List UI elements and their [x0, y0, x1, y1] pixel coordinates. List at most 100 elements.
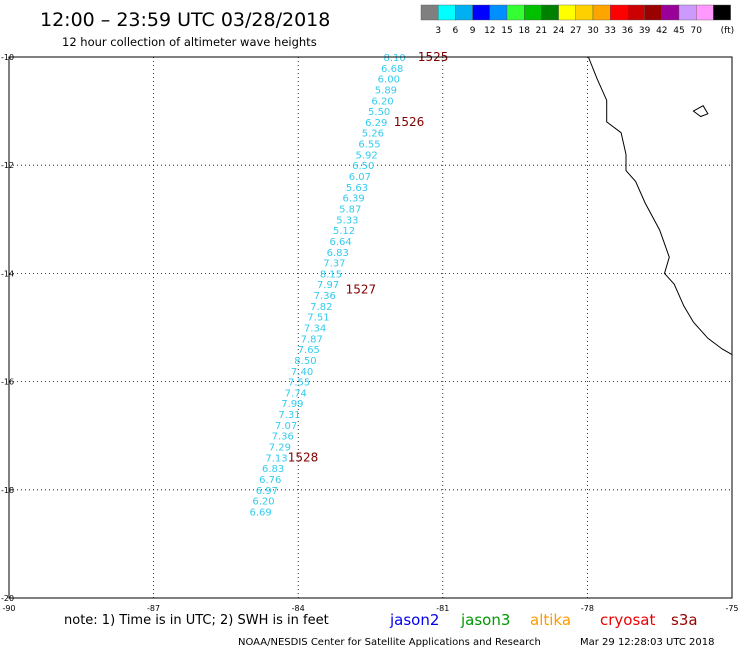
map-grid: [9, 57, 732, 598]
colorbar-swatch: [558, 4, 576, 21]
wave-height-value: 6.29: [365, 118, 387, 129]
satellite-s3a: s3a: [671, 611, 698, 629]
wave-height-value: 6.64: [329, 237, 351, 248]
colorbar-swatch: [610, 4, 628, 21]
satellite-cryosat: cryosat: [600, 611, 655, 629]
footer-timestamp: Mar 29 12:28:03 UTC 2018: [580, 637, 715, 648]
colorbar-label: 24: [553, 26, 565, 36]
wave-height-value: 7.99: [281, 399, 303, 410]
colorbar-swatch: [524, 4, 542, 21]
colorbar-label: 39: [639, 26, 651, 36]
wave-height-value: 6.83: [327, 248, 349, 259]
wave-height-value: 7.40: [291, 367, 313, 378]
wave-height-value: 7.36: [272, 432, 294, 443]
colorbar-unit: (ft): [721, 26, 735, 36]
wave-height-value: 6.39: [342, 194, 364, 205]
map-frame: [8, 56, 733, 599]
colorbar-legend: 3 6 9 12 15 18 21 24 27 30 33 36 39 42 45 70 (ft): [420, 4, 735, 36]
wave-height-value: 6.68: [381, 64, 403, 75]
wave-height-value: 7.29: [269, 443, 291, 454]
wave-height-value: 6.83: [262, 464, 284, 475]
wave-height-value: 7.36: [314, 291, 336, 302]
colorbar-swatch: [696, 4, 714, 21]
colorbar-label: 15: [501, 26, 512, 36]
satellite-jason3: jason3: [460, 611, 510, 629]
lon-tick-label: -81: [436, 604, 449, 613]
colorbar-label: 21: [536, 26, 547, 36]
wave-height-value: 6.55: [358, 140, 380, 151]
axis-tick-labels: -90 -87 -84 -81 -78 -75 -10 -12 -14 -16 -18 -20: [1, 53, 739, 613]
colorbar-label: 27: [570, 26, 581, 36]
wave-height-value: 6.76: [259, 475, 281, 486]
lon-tick-label: -84: [292, 604, 305, 613]
colorbar-label: 12: [484, 26, 495, 36]
colorbar-swatch: [420, 4, 439, 21]
lat-tick-label: -18: [1, 486, 14, 495]
satellite-altika: altika: [530, 611, 571, 629]
wave-height-value: 5.33: [336, 215, 358, 226]
colorbar-swatch: [455, 4, 473, 21]
satellite-legend: jason2 jason3 altika cryosat s3a: [389, 611, 698, 629]
colorbar-swatch: [592, 4, 611, 21]
coastline-path: [587, 56, 733, 356]
colorbar-label: 6: [453, 26, 459, 36]
colorbar-label: 45: [673, 26, 684, 36]
footer-credit: NOAA/NESDIS Center for Satellite Applica…: [238, 637, 541, 648]
lon-tick-label: -87: [147, 604, 160, 613]
wave-height-value: 5.87: [339, 204, 361, 215]
colorbar-swatch: [627, 4, 645, 21]
pass-time-label: 1527: [346, 283, 377, 297]
colorbar-swatch: [678, 4, 697, 21]
colorbar-swatch: [489, 4, 508, 21]
wave-height-track: 8.106.686.005.89 6.20 5.506.295.266.555.92…: [249, 53, 405, 518]
colorbar-swatch: [713, 4, 731, 21]
wave-height-value: 7.34: [304, 324, 326, 335]
colorbar-label: 18: [518, 26, 530, 36]
colorbar-label: 33: [604, 26, 615, 36]
colorbar-label: 36: [622, 26, 634, 36]
pass-time-label: 1526: [394, 115, 425, 129]
colorbar-swatch: [472, 4, 491, 21]
lat-tick-label: -20: [1, 594, 14, 603]
colorbar-label: 70: [690, 26, 702, 36]
coastline: [587, 56, 733, 356]
wave-height-value: 8.10: [383, 53, 405, 64]
lat-tick-label: -16: [1, 378, 14, 387]
colorbar-label: 9: [470, 26, 476, 36]
wave-height-value: 7.74: [285, 388, 307, 399]
wave-height-value: 6.07: [349, 172, 371, 183]
colorbar-swatch: [644, 4, 662, 21]
wave-height-value: 7.65: [298, 345, 320, 356]
colorbar-label: 3: [435, 26, 441, 36]
wave-height-value: 5.26: [362, 129, 384, 140]
wave-height-value: 7.13: [265, 453, 287, 464]
colorbar-swatch: [438, 4, 456, 21]
colorbar-swatch: [541, 4, 559, 21]
wave-height-value: 5.63: [346, 183, 368, 194]
wave-height-value: 6.50: [352, 161, 374, 172]
wave-height-value: 8.15: [320, 269, 342, 280]
wave-height-value: 6.00: [378, 75, 400, 86]
wave-height-value: 5.12: [333, 226, 355, 237]
wave-height-value: 6.20: [252, 497, 274, 508]
map-subtitle: 12 hour collection of altimeter wave hei…: [62, 35, 317, 49]
wave-height-value: 5.92: [356, 150, 378, 161]
wave-height-value: 7.37: [323, 259, 345, 270]
lon-tick-label: -90: [2, 604, 15, 613]
satellite-jason2: jason2: [389, 611, 439, 629]
wave-height-value: 8.50: [294, 356, 316, 367]
colorbar-swatch: [506, 4, 525, 21]
wave-height-value: 7.31: [278, 410, 300, 421]
lat-tick-label: -14: [1, 269, 14, 278]
colorbar-label: 30: [587, 26, 599, 36]
wave-height-value: 7.87: [301, 334, 323, 345]
wave-height-value: 6.97: [256, 486, 278, 497]
wave-height-value: 5.89: [375, 85, 397, 96]
wave-height-value: 5.50: [368, 107, 390, 118]
map-title: 12:00 – 23:59 UTC 03/28/2018: [40, 9, 330, 31]
wave-height-value: 7.97: [317, 280, 339, 291]
colorbar-swatch: [575, 4, 594, 21]
